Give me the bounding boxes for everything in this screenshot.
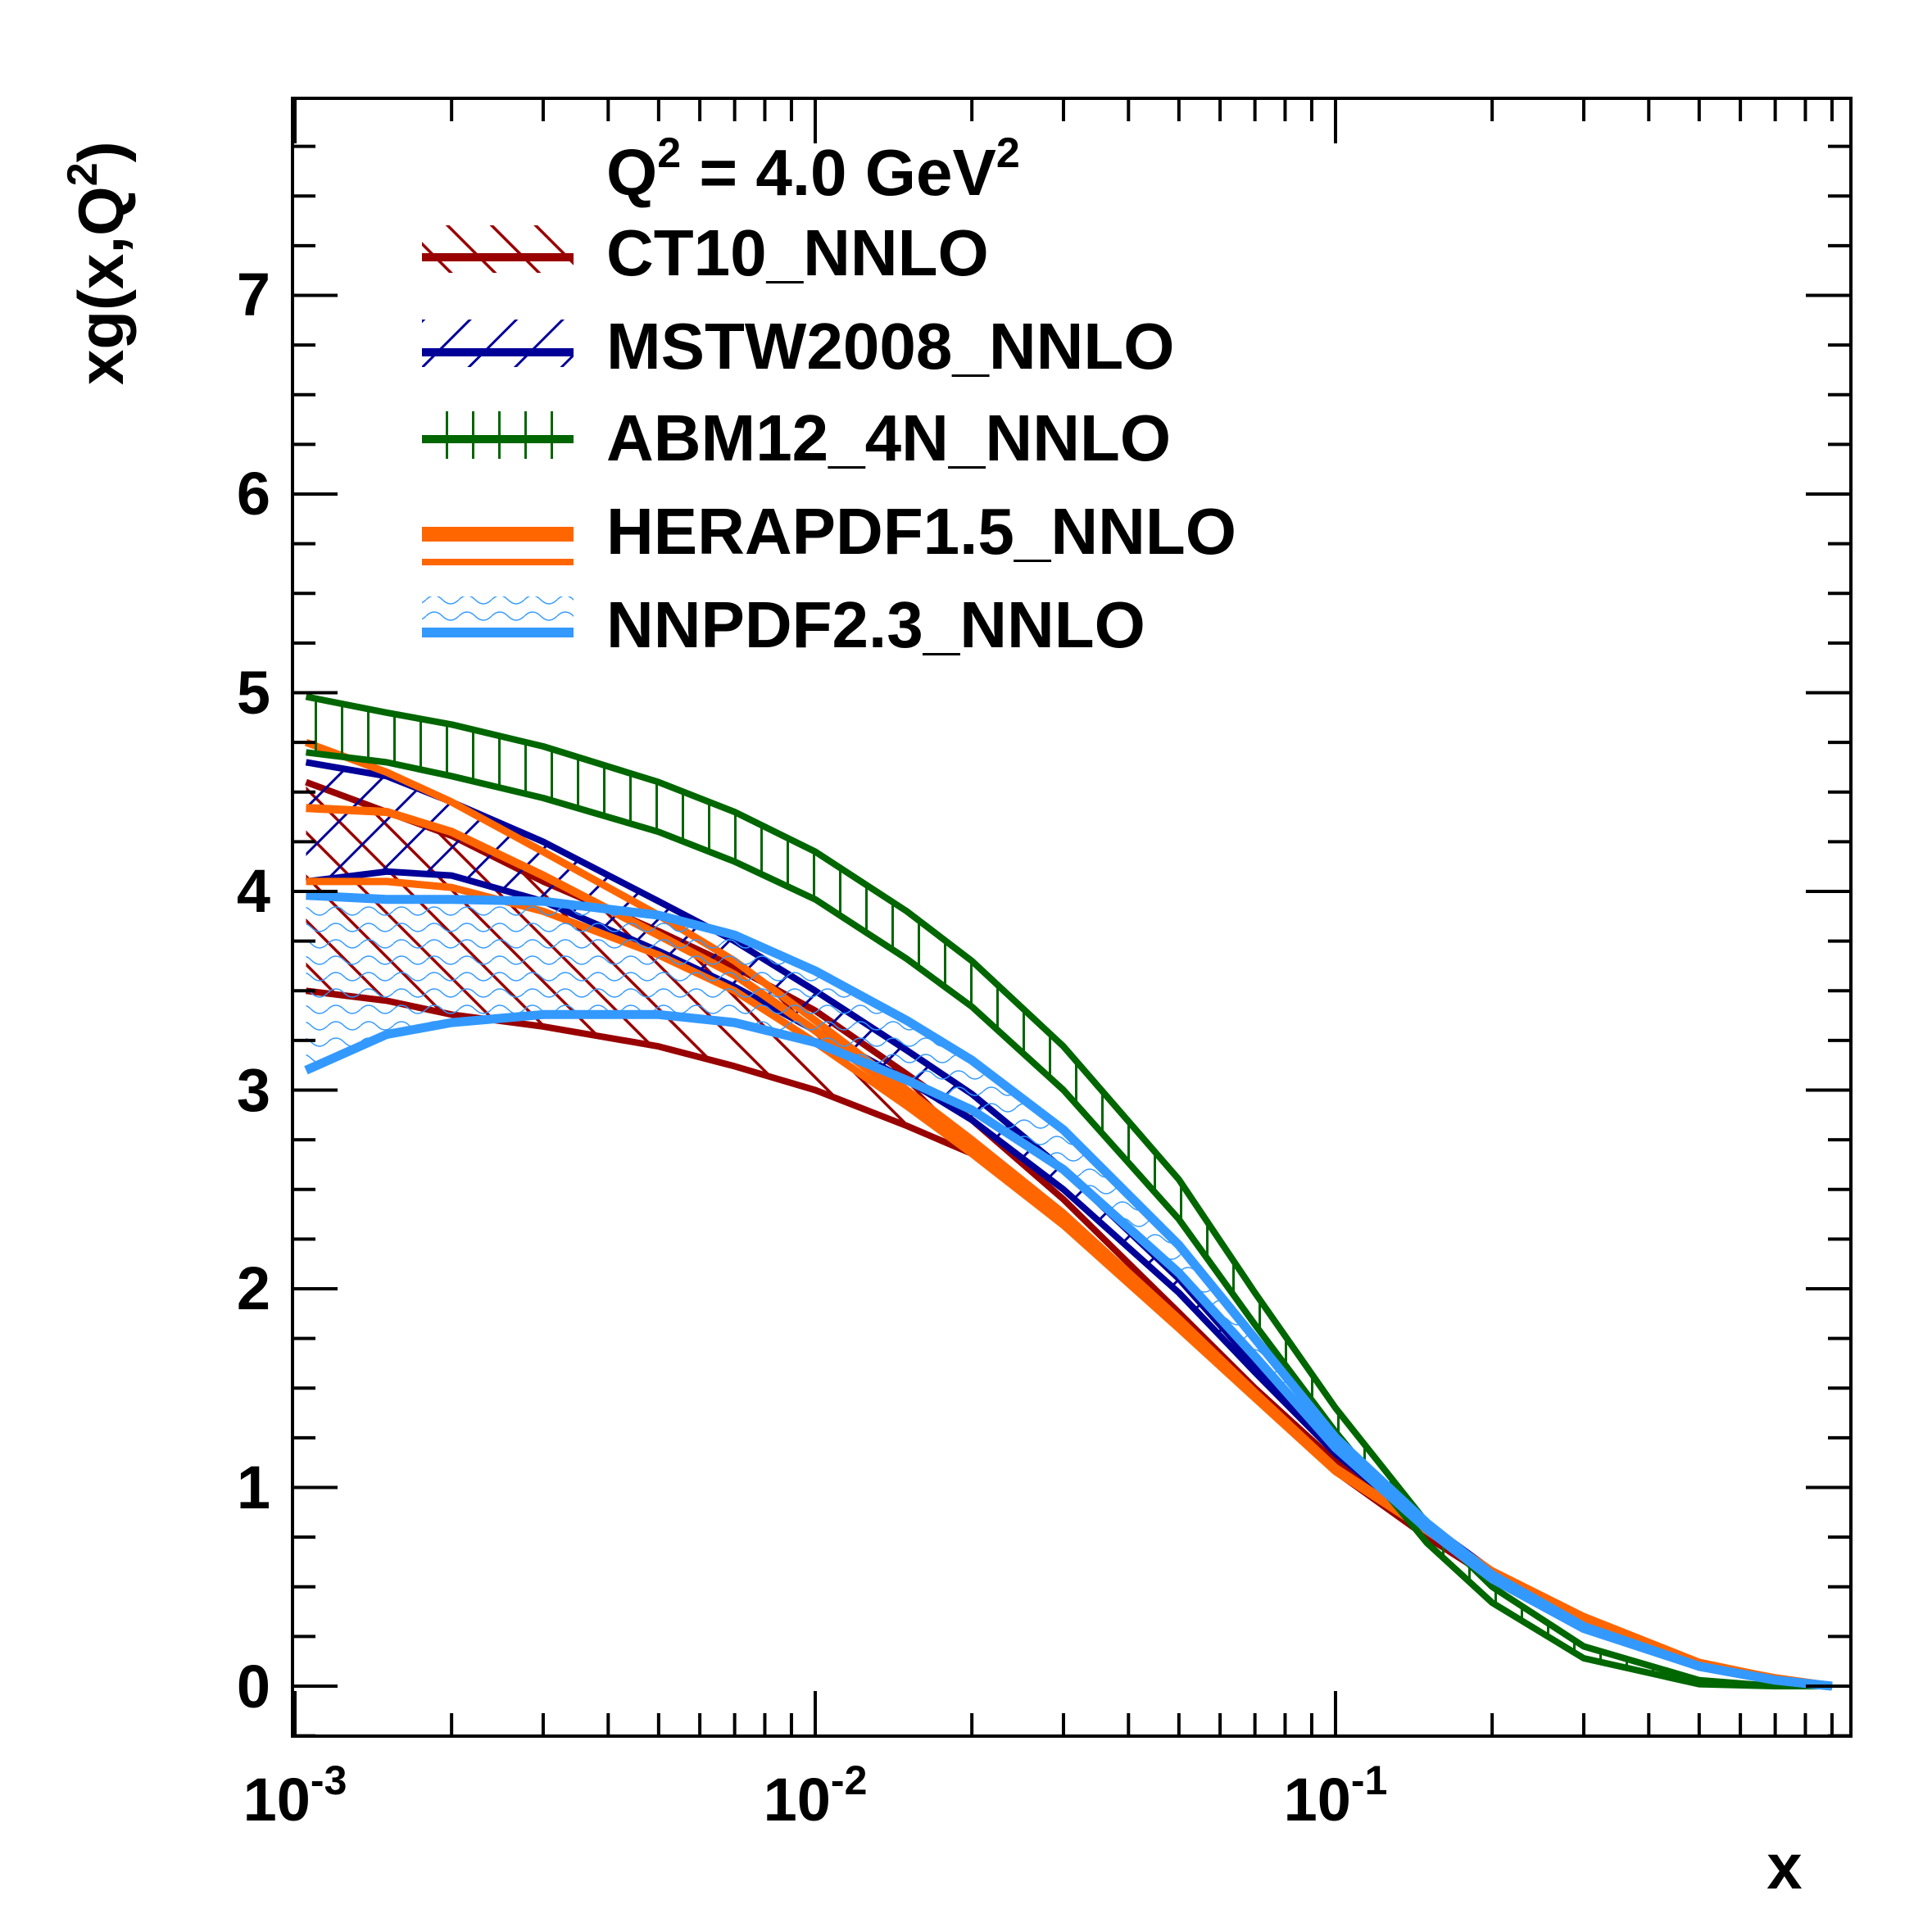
y-tick-label: 5 bbox=[237, 659, 270, 727]
legend-swatch-nnpdf bbox=[422, 596, 574, 637]
legend-label-abm: ABM12_4N_NNLO bbox=[606, 401, 1171, 474]
x-tick-labels: 10-3 10-2 10-1 bbox=[243, 1757, 1388, 1834]
x-tick-label-1e-3: 10-3 bbox=[243, 1757, 347, 1834]
band-fill bbox=[306, 762, 1832, 1686]
x-tick-label-1e-2: 10-2 bbox=[764, 1757, 868, 1834]
legend-label-ct10: CT10_NNLO bbox=[606, 216, 989, 289]
legend-entry-abm: ABM12_4N_NNLO bbox=[422, 401, 1171, 474]
y-tick-label: 3 bbox=[237, 1056, 270, 1124]
axis-ticks bbox=[293, 98, 1851, 1738]
band-nnpdf2-3-nnlo bbox=[304, 891, 1833, 1691]
legend: Q2 = 4.0 GeV2 CT10_NNLO MSTW2008_NNLO AB… bbox=[422, 129, 1236, 661]
x-tick-label-1e-1: 10-1 bbox=[1284, 1757, 1388, 1834]
band-lower-edge bbox=[306, 749, 1832, 1689]
y-tick-labels: 0 1 2 3 4 5 6 7 bbox=[237, 261, 270, 1721]
legend-entry-herapdf: HERAPDF1.5_NNLO bbox=[422, 495, 1236, 568]
y-axis-title: xg(x,Q2) bbox=[59, 141, 137, 385]
legend-entry-mstw: MSTW2008_NNLO bbox=[422, 310, 1174, 383]
x-axis-title: x bbox=[1766, 1830, 1802, 1902]
band-fill bbox=[306, 895, 1832, 1686]
legend-title: Q2 = 4.0 GeV2 bbox=[606, 129, 1020, 209]
legend-swatch-mstw bbox=[422, 320, 574, 367]
plot-frame bbox=[291, 97, 1853, 1738]
y-tick-label: 2 bbox=[237, 1254, 270, 1322]
legend-entry-nnpdf: NNPDF2.3_NNLO bbox=[422, 588, 1145, 661]
band-upper-edge bbox=[305, 693, 1832, 1689]
legend-label-nnpdf: NNPDF2.3_NNLO bbox=[606, 588, 1145, 661]
y-tick-label: 1 bbox=[237, 1453, 270, 1521]
pdf-bands bbox=[304, 693, 1833, 1691]
y-tick-label: 6 bbox=[237, 460, 270, 528]
band-abm12-4n-nnlo bbox=[305, 693, 1832, 1689]
band-lower-edge bbox=[304, 1009, 1833, 1691]
y-tick-label: 7 bbox=[237, 261, 270, 329]
y-tick-label: 0 bbox=[237, 1653, 270, 1721]
legend-label-herapdf: HERAPDF1.5_NNLO bbox=[606, 495, 1236, 568]
legend-label-mstw: MSTW2008_NNLO bbox=[606, 310, 1174, 383]
legend-swatch-herapdf bbox=[422, 527, 574, 565]
legend-entry-ct10: CT10_NNLO bbox=[422, 216, 989, 289]
legend-swatch-ct10 bbox=[422, 225, 574, 273]
y-tick-label: 4 bbox=[237, 857, 270, 925]
legend-swatch-abm bbox=[422, 411, 574, 459]
